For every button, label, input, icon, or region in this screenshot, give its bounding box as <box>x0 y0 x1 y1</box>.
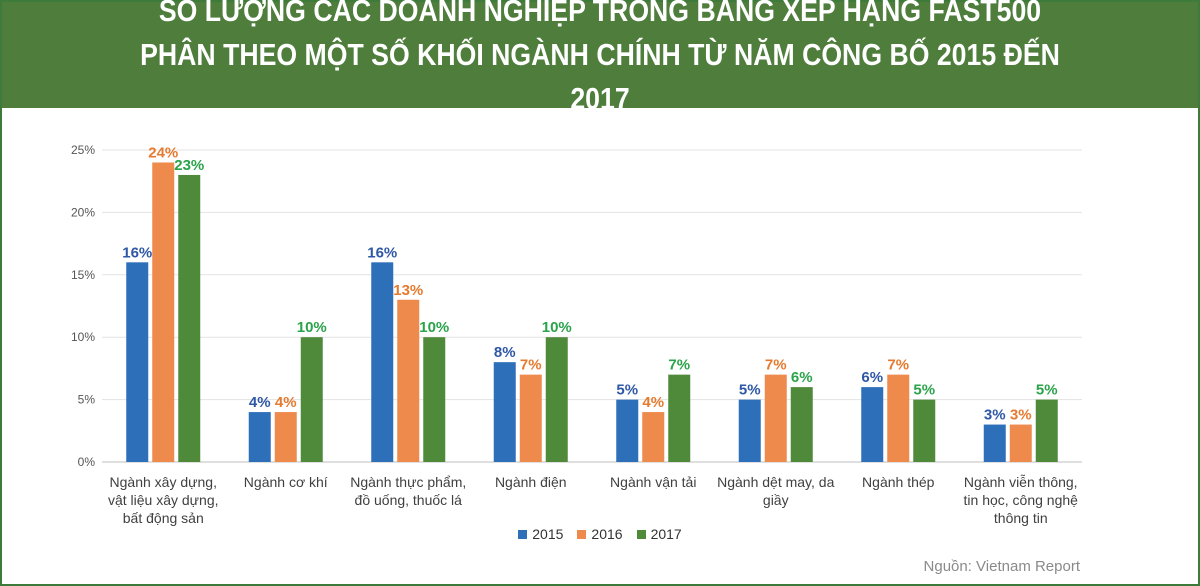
bar-2016 <box>887 374 910 462</box>
data-label: 23% <box>174 157 204 174</box>
x-tick-label: tin học, công nghệ <box>964 492 1079 508</box>
data-label: 3% <box>984 407 1006 424</box>
data-label: 8% <box>494 344 516 361</box>
data-label: 7% <box>765 357 787 374</box>
data-label: 7% <box>887 357 909 374</box>
bar-2016 <box>519 374 542 462</box>
legend-swatch <box>518 529 528 539</box>
data-label: 5% <box>1036 382 1058 399</box>
title-banner: SỐ LƯỢNG CÁC DOANH NGHIỆP TRONG BẢNG XẾP… <box>2 0 1198 116</box>
data-label: 4% <box>642 394 664 411</box>
data-label: 5% <box>739 382 761 399</box>
y-tick-label: 5% <box>78 393 96 407</box>
data-label: 5% <box>913 382 935 399</box>
bar-2017 <box>423 337 446 462</box>
legend-label: 2016 <box>591 526 623 542</box>
bar-2017 <box>178 174 201 462</box>
legend-swatch <box>636 529 646 539</box>
legend-label: 2017 <box>650 526 682 542</box>
data-label: 10% <box>419 319 449 336</box>
bar-2015 <box>248 412 271 462</box>
legend-item-2015: 2015 <box>518 526 563 542</box>
data-label: 6% <box>791 369 813 386</box>
y-tick-label: 0% <box>78 455 96 469</box>
bar-2017 <box>913 399 936 462</box>
chart-title: SỐ LƯỢNG CÁC DOANH NGHIỆP TRONG BẢNG XẾP… <box>140 0 1060 116</box>
x-tick-label: Ngành vận tải <box>610 474 696 490</box>
x-tick-label: Ngành thép <box>862 474 935 490</box>
bar-2015 <box>861 387 884 462</box>
bar-2015 <box>493 362 516 462</box>
legend-label: 2015 <box>532 526 564 542</box>
data-label: 24% <box>148 144 178 161</box>
y-tick-label: 25% <box>71 143 95 157</box>
x-tick-label: Ngành viễn thông, <box>964 474 1078 490</box>
data-label: 7% <box>668 357 690 374</box>
data-label: 4% <box>249 394 271 411</box>
bar-2016 <box>274 412 297 462</box>
x-tick-label: Ngành cơ khí <box>244 474 328 490</box>
legend-item-2016: 2016 <box>577 526 623 542</box>
bar-2017 <box>668 374 691 462</box>
y-tick-label: 20% <box>71 205 95 219</box>
data-label: 7% <box>520 357 542 374</box>
data-label: 10% <box>297 319 327 336</box>
x-tick-label: Ngành điện <box>495 474 567 490</box>
bar-chart: 0% 5% 10% 15% 20% 25% 16% 24%23% Ngành xây dựng,… <box>71 143 1082 526</box>
x-tick-label: Ngành xây dựng, <box>110 474 217 490</box>
bar-2016 <box>642 412 665 462</box>
bar-2015 <box>983 424 1006 462</box>
y-tick-label: 10% <box>71 330 95 344</box>
bar-2016 <box>764 374 787 462</box>
data-label: 10% <box>542 319 572 336</box>
chart-legend: 2015 2016 2017 <box>2 526 1198 542</box>
bar-2017 <box>545 337 568 462</box>
data-label: 16% <box>367 244 397 261</box>
data-label: 16% <box>122 244 152 261</box>
x-tick-label: Ngành dệt may, da <box>717 474 834 490</box>
bar-2016 <box>152 162 175 463</box>
bar-2015 <box>738 399 761 462</box>
x-tick-label: giầy <box>763 492 789 508</box>
bar-2017 <box>1035 399 1058 462</box>
source-note: Nguồn: Vietnam Report <box>923 558 1080 575</box>
x-tick-label: vật liệu xây dựng, <box>108 492 219 508</box>
data-label: 13% <box>393 282 423 299</box>
legend-item-2017: 2017 <box>636 526 682 542</box>
bar-2015 <box>126 262 149 462</box>
data-label: 5% <box>616 382 638 399</box>
y-tick-label: 15% <box>71 268 95 282</box>
bar-2016 <box>397 299 420 462</box>
x-tick-label: đồ uống, thuốc lá <box>355 492 463 508</box>
bar-2017 <box>300 337 323 462</box>
x-tick-label: bất động sản <box>123 510 204 526</box>
legend-swatch <box>577 529 587 539</box>
x-tick-label: Ngành thực phẩm, <box>350 474 466 490</box>
bar-2017 <box>790 387 813 462</box>
data-label: 4% <box>275 394 297 411</box>
data-label: 6% <box>861 369 883 386</box>
bar-2015 <box>371 262 394 462</box>
data-label: 3% <box>1010 407 1032 424</box>
bar-2015 <box>616 399 639 462</box>
x-tick-label: thông tin <box>994 510 1048 526</box>
bar-2016 <box>1009 424 1032 462</box>
